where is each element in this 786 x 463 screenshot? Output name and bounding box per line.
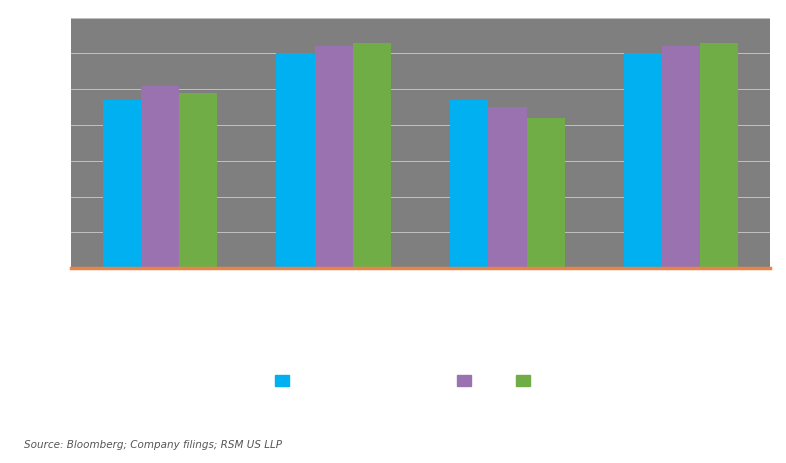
Bar — [624, 54, 662, 269]
Bar — [527, 119, 564, 269]
Bar — [662, 47, 700, 269]
Y-axis label: Gross margin: Gross margin — [13, 99, 26, 188]
Text: Source: Bloomberg; Company filings; RSM US LLP: Source: Bloomberg; Company filings; RSM … — [24, 439, 281, 449]
Bar — [353, 44, 391, 269]
Bar — [277, 54, 314, 269]
Bar — [450, 100, 488, 269]
Bar — [179, 94, 217, 269]
Bar — [700, 44, 739, 269]
Bar — [102, 100, 141, 269]
Bar — [141, 87, 179, 269]
Legend: 5-year pre-COVID-19 avg., 2021, 2022: 5-year pre-COVID-19 avg., 2021, 2022 — [270, 370, 571, 393]
Bar — [314, 47, 353, 269]
Bar — [488, 108, 527, 269]
